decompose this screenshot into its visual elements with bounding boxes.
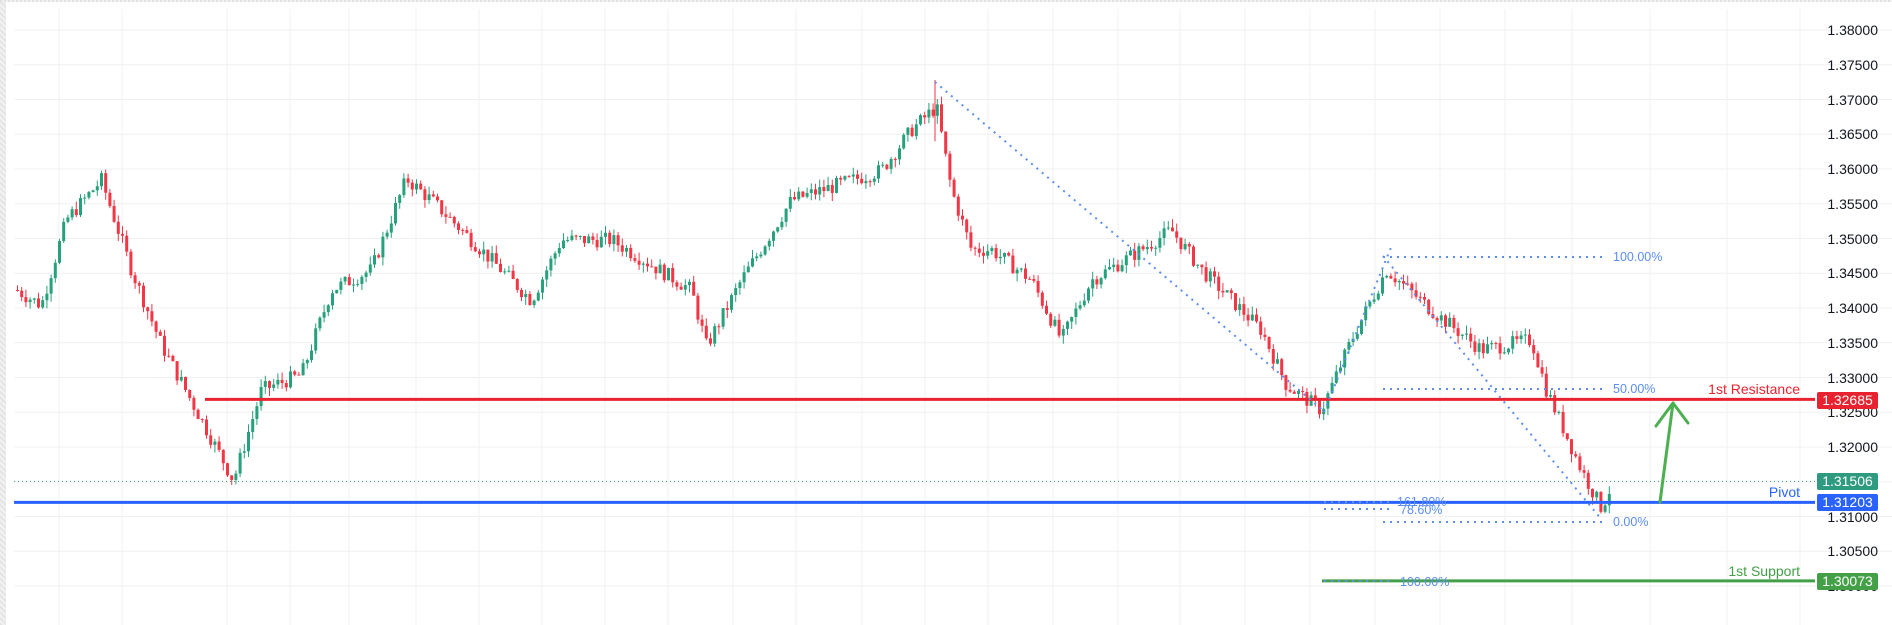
up-arrow-icon (1654, 401, 1690, 504)
window-border-left (0, 0, 6, 625)
resistance-price-badge: 1.32685 (1817, 392, 1878, 409)
price-axis-tick: 1.38000 (1827, 22, 1878, 38)
price-axis-tick: 1.33500 (1827, 334, 1878, 351)
support-price-badge: 1.30073 (1817, 573, 1878, 590)
price-axis-tick: 1.33000 (1827, 369, 1878, 386)
fib-label-0: 0.00% (1613, 515, 1649, 529)
price-axis-tick: 1.34000 (1827, 300, 1878, 316)
candlestick-series (16, 80, 1611, 514)
price-axis-tick: 1.36500 (1827, 126, 1878, 143)
fib-label-50: 50.00% (1613, 382, 1656, 396)
price-axis-tick: 1.32000 (1827, 439, 1878, 455)
price-axis-tick: 1.35000 (1827, 230, 1878, 247)
current-price-badge: 1.31506 (1817, 473, 1878, 490)
chart-grid (14, 9, 1892, 625)
fib-label-100-top: 100.00% (1613, 250, 1663, 264)
price-axis-tick: 1.37500 (1827, 56, 1878, 73)
pivot-price-badge: 1.31203 (1817, 494, 1878, 511)
fib-label-786: 78.60% (1400, 503, 1443, 517)
price-axis-tick: 1.37000 (1827, 91, 1878, 108)
chart-drawings (14, 81, 1815, 583)
price-axis-tick: 1.34500 (1827, 265, 1878, 282)
resistance-label: 1st Resistance (1708, 381, 1800, 397)
price-axis-tick: 1.35500 (1827, 195, 1878, 212)
fib-label-100-bottom: 100.00% (1400, 575, 1450, 589)
price-axis-tick: 1.30500 (1827, 543, 1878, 560)
fib-label-161: 161.80% (1397, 495, 1447, 509)
window-border-top (0, 0, 1892, 2)
support-label: 1st Support (1728, 563, 1800, 579)
price-axis-tick: 1.31000 (1827, 508, 1878, 525)
price-axis-tick: 1.36000 (1827, 161, 1878, 177)
pivot-label: Pivot (1768, 484, 1800, 500)
